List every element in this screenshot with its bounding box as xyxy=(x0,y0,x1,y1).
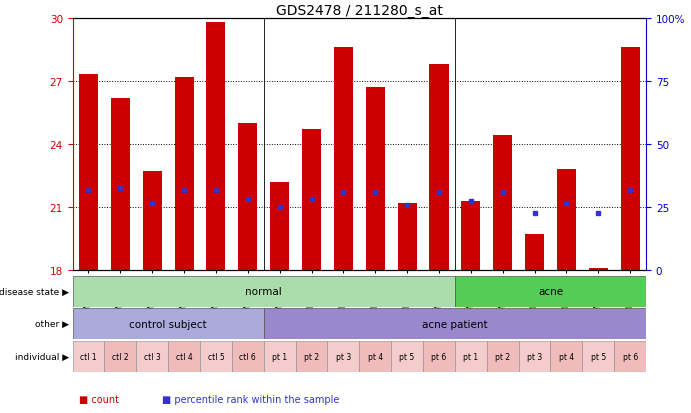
Text: other ▶: other ▶ xyxy=(35,320,69,328)
Bar xyxy=(334,48,353,271)
Bar xyxy=(589,268,608,271)
Bar xyxy=(423,341,455,372)
Bar xyxy=(455,341,486,372)
Bar xyxy=(493,136,512,271)
Bar xyxy=(73,341,104,372)
Title: GDS2478 / 211280_s_at: GDS2478 / 211280_s_at xyxy=(276,4,443,18)
Bar xyxy=(455,276,646,307)
Bar xyxy=(200,341,232,372)
Bar xyxy=(429,65,448,271)
Text: pt 5: pt 5 xyxy=(591,352,606,361)
Bar xyxy=(486,341,519,372)
Text: ctl 1: ctl 1 xyxy=(80,352,97,361)
Bar xyxy=(302,130,321,271)
Bar xyxy=(73,276,455,307)
Bar xyxy=(583,341,614,372)
Text: pt 6: pt 6 xyxy=(623,352,638,361)
Bar xyxy=(621,48,640,271)
Bar xyxy=(136,341,168,372)
Bar xyxy=(175,77,193,271)
Text: ctl 2: ctl 2 xyxy=(112,352,129,361)
Bar xyxy=(73,309,264,339)
Bar xyxy=(557,170,576,271)
Bar xyxy=(391,341,423,372)
Bar xyxy=(238,123,257,271)
Bar xyxy=(270,183,290,271)
Text: normal: normal xyxy=(245,287,282,297)
Text: ■ percentile rank within the sample: ■ percentile rank within the sample xyxy=(162,394,340,404)
Text: ctl 4: ctl 4 xyxy=(176,352,193,361)
Bar xyxy=(614,341,646,372)
Bar xyxy=(264,309,646,339)
Bar xyxy=(264,341,296,372)
Bar xyxy=(104,341,136,372)
Bar xyxy=(79,75,98,271)
Text: pt 5: pt 5 xyxy=(399,352,415,361)
Bar xyxy=(296,341,328,372)
Text: ■ count: ■ count xyxy=(79,394,120,404)
Text: pt 6: pt 6 xyxy=(431,352,446,361)
Text: individual ▶: individual ▶ xyxy=(15,352,69,361)
Text: ctl 5: ctl 5 xyxy=(207,352,225,361)
Text: disease state ▶: disease state ▶ xyxy=(0,287,69,296)
Text: ctl 3: ctl 3 xyxy=(144,352,160,361)
Text: pt 3: pt 3 xyxy=(527,352,542,361)
Text: acne patient: acne patient xyxy=(422,319,488,329)
Bar xyxy=(462,201,480,271)
Bar xyxy=(168,341,200,372)
Text: acne: acne xyxy=(538,287,563,297)
Text: pt 4: pt 4 xyxy=(559,352,574,361)
Bar xyxy=(328,341,359,372)
Text: pt 4: pt 4 xyxy=(368,352,383,361)
Bar xyxy=(142,172,162,271)
Text: pt 2: pt 2 xyxy=(495,352,510,361)
Bar xyxy=(111,98,130,271)
Text: pt 3: pt 3 xyxy=(336,352,351,361)
Text: pt 1: pt 1 xyxy=(463,352,478,361)
Text: ctl 6: ctl 6 xyxy=(239,352,256,361)
Bar xyxy=(519,341,551,372)
Bar xyxy=(397,203,417,271)
Text: control subject: control subject xyxy=(129,319,207,329)
Text: pt 1: pt 1 xyxy=(272,352,287,361)
Bar xyxy=(359,341,391,372)
Bar xyxy=(207,23,225,271)
Bar xyxy=(366,88,385,271)
Bar xyxy=(551,341,583,372)
Bar xyxy=(232,341,264,372)
Bar xyxy=(525,235,544,271)
Text: pt 2: pt 2 xyxy=(304,352,319,361)
